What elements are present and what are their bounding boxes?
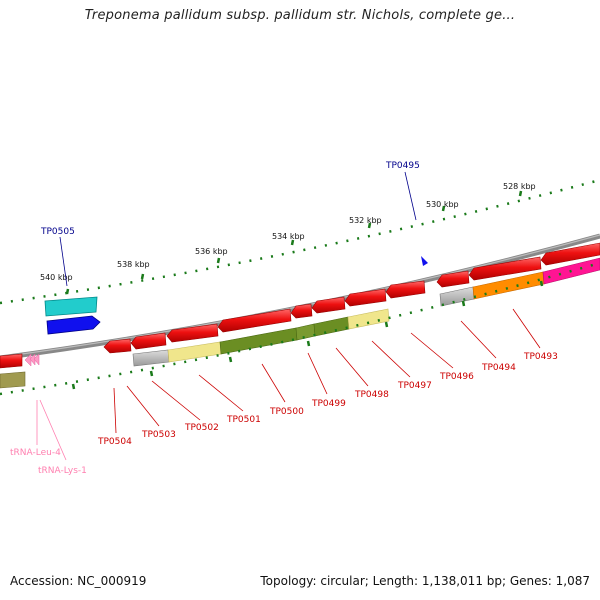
ruler-label: 532 kbp (349, 216, 382, 225)
ruler-label: 540 kbp (40, 273, 73, 282)
gene-arrow-TP0495 (421, 256, 428, 266)
gene-arrow (290, 303, 313, 319)
ruler-label: 536 kbp (195, 247, 228, 256)
ruler-label: 534 kbp (272, 232, 305, 241)
trna-label-leu-4: tRNA-Leu-4 (10, 448, 61, 458)
gene-label-TP0499: TP0499 (311, 399, 346, 409)
gene-label-TP0504: TP0504 (97, 437, 132, 447)
gene-label-TP0502: TP0502 (184, 423, 219, 433)
genome-summary-text: Topology: circular; Length: 1,138,011 bp… (260, 574, 590, 588)
gene-arrow (468, 256, 542, 281)
gene-arrow (166, 323, 219, 343)
trna-markers (24, 353, 40, 367)
gene-arrow (385, 280, 426, 299)
reverse-arrows (0, 242, 600, 369)
trna-labels: tRNA-Leu-4 tRNA-Lys-1 (10, 448, 87, 476)
gene-arrow (344, 288, 387, 307)
ruler-major-tick (216, 257, 221, 264)
gene-label-TP0494: TP0494 (481, 363, 516, 373)
gene-label-TP0500: TP0500 (269, 407, 304, 417)
gene-arrow (217, 308, 292, 333)
forward-gene-labels: TP0505 TP0495 (40, 161, 420, 237)
forward-features (44, 256, 428, 335)
gene-arrow (311, 296, 346, 314)
ruler-labels: 540 kbp 538 kbp 536 kbp 534 kbp 532 kbp … (40, 182, 536, 282)
feature-cyan (44, 296, 98, 317)
reverse-gene-labels: TP0504 TP0503 TP0502 TP0501 TP0500 TP049… (97, 352, 558, 447)
ruler-major-tick (518, 190, 523, 197)
ruler-label: 538 kbp (117, 260, 150, 269)
ruler-label: 530 kbp (426, 200, 459, 209)
gene-label-TP0496: TP0496 (439, 372, 474, 382)
gene-label-TP0493: TP0493 (523, 352, 558, 362)
gene-label-TP0503: TP0503 (141, 430, 176, 440)
map-title: Treponema pallidum subsp. pallidum str. … (84, 8, 516, 23)
accession-text: Accession: NC_000919 (10, 574, 147, 588)
label-leaders (36, 171, 541, 461)
gene-arrow (436, 270, 470, 288)
gene-label-TP0501: TP0501 (226, 415, 261, 425)
ruler-major-tick (441, 205, 446, 212)
gene-arrow (540, 242, 600, 266)
gene-arrow (0, 353, 23, 369)
gene-arrow (103, 338, 132, 354)
gene-label-TP0495: TP0495 (385, 161, 420, 171)
gene-label-TP0497: TP0497 (397, 381, 432, 391)
gene-arrow-TP0505 (46, 315, 101, 335)
ruler-major-tick (290, 239, 295, 246)
gene-label-TP0498: TP0498 (354, 390, 389, 400)
trna-marker (33, 353, 40, 366)
ruler-major-tick (65, 288, 70, 295)
ruler-major-tick (367, 222, 372, 229)
gene-label-TP0505: TP0505 (40, 227, 75, 237)
ruler-label: 528 kbp (503, 182, 536, 191)
ruler-major-tick (140, 273, 145, 280)
inner-ruler (0, 261, 600, 396)
genome-backbone (0, 233, 600, 361)
gene-arrow (130, 332, 167, 350)
outer-ruler (0, 178, 600, 305)
trna-label-lys-1: tRNA-Lys-1 (38, 466, 87, 476)
